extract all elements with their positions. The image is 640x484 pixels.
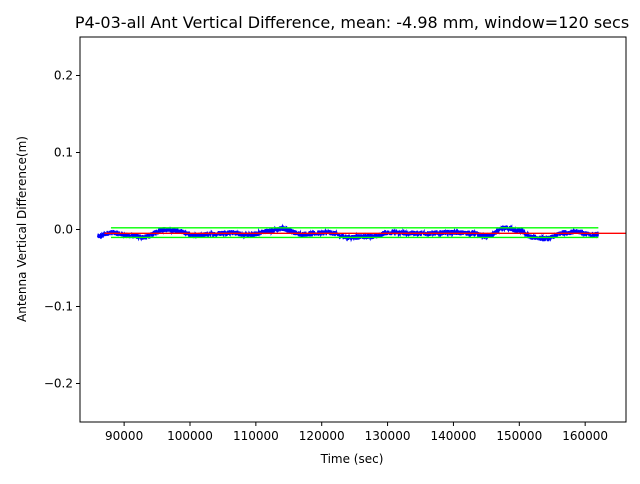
x-axis-label: Time (sec) — [320, 452, 384, 466]
y-tick-label: 0.0 — [54, 223, 73, 237]
y-axis-label: Antenna Vertical Difference(m) — [15, 136, 29, 322]
plot-area — [97, 223, 626, 243]
y-tick-label: −0.1 — [44, 300, 73, 314]
y-axis: 0.2 0.1 0.0 −0.1 −0.2 — [44, 69, 80, 391]
x-tick-label: 110000 — [233, 429, 279, 443]
x-axis: 90000 100000 110000 120000 130000 140000 15000… — [105, 422, 608, 443]
x-tick-label: 90000 — [105, 429, 143, 443]
chart-title: P4-03-all Ant Vertical Difference, mean:… — [75, 13, 629, 32]
y-tick-label: 0.2 — [54, 69, 73, 83]
x-tick-label: 120000 — [299, 429, 345, 443]
x-tick-label: 100000 — [167, 429, 213, 443]
y-tick-label: −0.2 — [44, 377, 73, 391]
x-tick-label: 160000 — [562, 429, 608, 443]
x-tick-label: 130000 — [365, 429, 411, 443]
x-tick-label: 150000 — [496, 429, 542, 443]
y-tick-label: 0.1 — [54, 146, 73, 160]
x-tick-label: 140000 — [431, 429, 477, 443]
series-line-vertical-difference — [97, 223, 600, 243]
